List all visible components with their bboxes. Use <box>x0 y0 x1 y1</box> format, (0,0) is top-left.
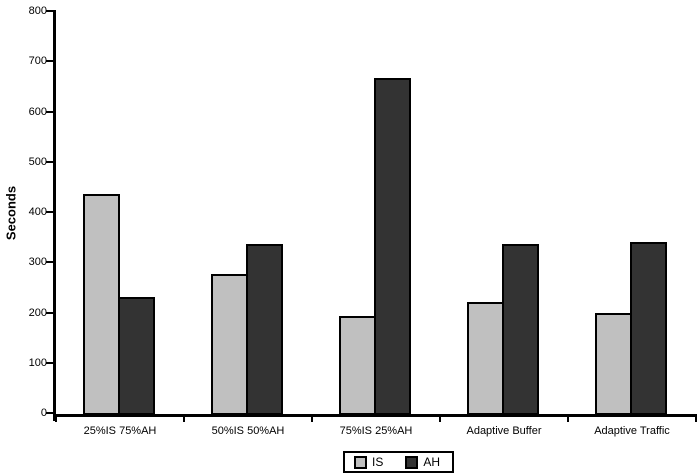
y-tick-label: 100 <box>28 356 47 369</box>
y-tick <box>46 160 54 163</box>
legend-label: IS <box>372 455 384 469</box>
y-tick-label: 700 <box>28 55 47 68</box>
legend-swatch-ah <box>405 455 419 469</box>
bar-ah-1 <box>118 296 155 415</box>
x-tick <box>55 414 57 422</box>
x-tick <box>439 414 441 422</box>
legend-swatch-is <box>354 455 367 469</box>
bar-ah-2 <box>246 244 283 415</box>
y-tick <box>46 261 54 264</box>
x-category-label: Adaptive Buffer <box>466 425 542 437</box>
y-tick <box>46 311 54 314</box>
x-axis-line <box>53 414 697 417</box>
y-tick <box>46 211 54 213</box>
x-category-label: Adaptive Traffic <box>594 425 670 437</box>
bar-is-4 <box>467 301 504 415</box>
x-tick <box>183 414 185 422</box>
x-tick <box>695 414 697 422</box>
x-category-label: 75%IS 25%AH <box>339 425 413 437</box>
x-tick <box>311 414 313 422</box>
legend: IS AH <box>343 451 454 473</box>
y-tick <box>46 110 54 113</box>
y-tick <box>46 412 54 414</box>
bar-ah-5 <box>630 241 667 415</box>
x-category-label: 50%IS 50%AH <box>211 425 285 437</box>
legend-label: AH <box>423 455 441 469</box>
legend-item-is: IS <box>354 455 383 469</box>
legend-item-ah: AH <box>405 455 440 469</box>
y-tick-label: 200 <box>28 306 47 319</box>
x-tick <box>567 414 569 422</box>
y-tick <box>46 10 54 12</box>
y-axis-line <box>53 10 56 421</box>
y-tick-label: 600 <box>28 105 47 118</box>
bar-ah-3 <box>374 78 411 415</box>
y-tick <box>46 60 54 63</box>
bar-is-5 <box>595 313 632 415</box>
y-tick-label: 800 <box>28 5 47 17</box>
x-category-label: 25%IS 75%AH <box>83 425 157 437</box>
bar-is-1 <box>83 193 120 415</box>
y-tick-label: 300 <box>28 256 47 269</box>
y-tick-label: 0 <box>40 407 47 419</box>
y-tick <box>46 361 54 364</box>
y-tick-label: 400 <box>28 206 47 218</box>
y-tick-label: 500 <box>28 155 47 168</box>
bar-is-2 <box>211 274 248 415</box>
bar-is-3 <box>339 315 376 415</box>
bar-ah-4 <box>502 244 539 415</box>
